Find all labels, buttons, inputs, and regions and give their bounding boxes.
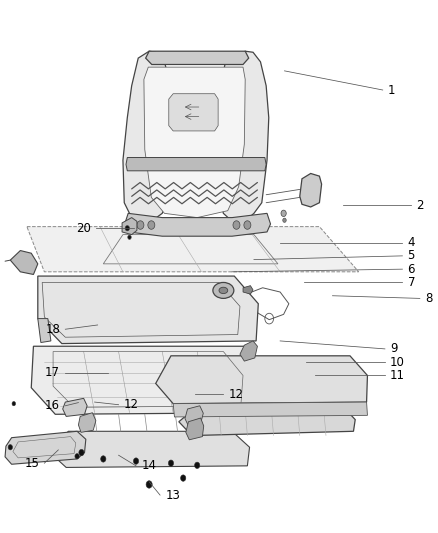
Circle shape [148,221,155,229]
Polygon shape [146,51,249,64]
Ellipse shape [219,287,228,294]
Circle shape [233,221,240,229]
Text: 2: 2 [417,199,424,212]
Text: 10: 10 [390,356,405,369]
Polygon shape [123,51,175,223]
Circle shape [244,221,251,229]
Text: 1: 1 [388,84,396,96]
Circle shape [75,454,79,459]
Polygon shape [31,346,269,414]
Text: 13: 13 [165,489,180,502]
Polygon shape [38,276,258,344]
Circle shape [180,475,186,481]
Circle shape [283,218,286,222]
Polygon shape [300,173,321,207]
Polygon shape [179,405,355,435]
Text: 16: 16 [45,399,60,413]
Circle shape [12,401,15,406]
Circle shape [125,225,130,231]
Polygon shape [173,402,367,417]
Polygon shape [126,158,266,171]
Text: 12: 12 [124,398,139,411]
Circle shape [281,210,286,216]
Text: 8: 8 [425,292,432,305]
Polygon shape [215,51,269,223]
Text: 20: 20 [76,222,91,235]
Polygon shape [186,418,204,440]
Circle shape [194,462,200,469]
Text: 11: 11 [390,369,405,382]
Polygon shape [11,251,38,274]
Circle shape [168,460,173,466]
Polygon shape [243,286,253,294]
Polygon shape [185,406,203,426]
Ellipse shape [213,282,234,298]
Circle shape [128,235,131,239]
Polygon shape [144,67,245,217]
Circle shape [101,456,106,462]
Polygon shape [5,431,86,464]
Polygon shape [155,356,367,403]
Text: 9: 9 [390,342,398,356]
Circle shape [79,449,84,456]
Text: 18: 18 [45,322,60,336]
Polygon shape [240,341,258,361]
Text: 17: 17 [45,366,60,379]
Text: 7: 7 [408,276,415,289]
Polygon shape [169,94,218,131]
Polygon shape [78,413,96,432]
Text: 5: 5 [408,249,415,262]
Circle shape [137,221,144,229]
Circle shape [134,458,139,464]
Polygon shape [122,217,137,235]
Text: 15: 15 [24,457,39,470]
Polygon shape [125,213,271,236]
Polygon shape [27,227,359,272]
Text: 4: 4 [408,236,415,249]
Circle shape [8,445,12,450]
Text: 6: 6 [408,263,415,276]
Text: 14: 14 [141,459,156,472]
Polygon shape [49,431,250,467]
Text: 12: 12 [229,387,244,401]
Circle shape [146,481,152,488]
Polygon shape [38,319,51,343]
Polygon shape [63,398,87,416]
